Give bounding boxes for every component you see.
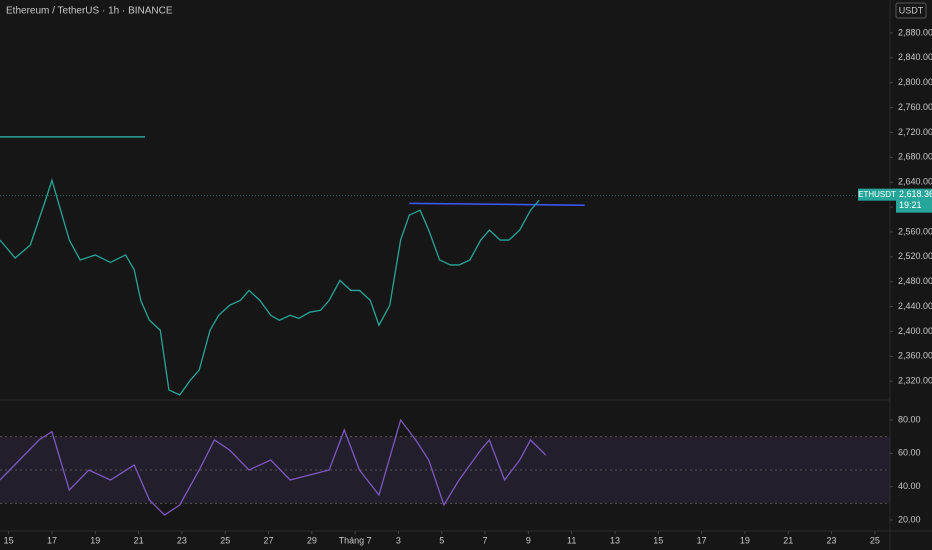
currency-label[interactable]: USDT [899,5,924,15]
x-tick-label: 23 [177,535,187,545]
y-tick-label: 2,520.00 [898,251,932,261]
y-tick-label: 20.00 [898,514,921,524]
x-tick-label: 3 [396,535,401,545]
x-tick-label: 17 [697,535,707,545]
y-tick-label: 2,560.00 [898,226,932,236]
x-tick-label: 17 [47,535,57,545]
x-tick-label: 7 [483,535,488,545]
y-tick-label: 2,760.00 [898,102,932,112]
countdown: 19:21 [899,200,922,210]
x-tick-label: 11 [567,535,576,545]
x-tick-label: 29 [307,535,317,545]
y-tick-label: 2,480.00 [898,276,932,286]
x-tick-label: 21 [783,535,793,545]
x-tick-label: 19 [740,535,750,545]
x-tick-label: 25 [870,535,880,545]
x-tick-label: 21 [134,535,144,545]
y-tick-label: 40.00 [898,481,921,491]
x-tick-label: 9 [526,535,531,545]
y-tick-label: 2,640.00 [898,177,932,187]
x-tick-label: 13 [610,535,620,545]
y-tick-label: 2,440.00 [898,301,932,311]
x-tick-label: Tháng 7 [339,535,372,545]
price-line [0,178,540,396]
x-tick-label: 19 [90,535,100,545]
y-tick-label: 2,400.00 [898,326,932,336]
y-tick-label: 2,800.00 [898,77,932,87]
y-tick-label: 2,840.00 [898,52,932,62]
x-tick-label: 23 [827,535,837,545]
price-line [0,418,547,516]
drawn-level [409,202,585,206]
y-tick-label: 2,720.00 [898,127,932,137]
y-tick-label: 2,320.00 [898,376,932,386]
x-tick-label: 15 [653,535,663,545]
x-tick-label: 5 [439,535,444,545]
currency-button[interactable] [895,2,927,19]
y-tick-label: 80.00 [898,414,921,424]
symbol-title: Ethereum / TetherUS · 1h · BINANCE [6,6,173,17]
symbol-tag-box [858,188,896,201]
symbol-tag: ETHUSDT [858,190,896,199]
y-tick-label: 2,680.00 [898,152,932,162]
y-tick-label: 2,360.00 [898,351,932,361]
last-price-label: 2,618.36 [899,189,932,199]
last-price-box [896,188,932,213]
y-tick-label: 2,880.00 [898,27,932,37]
y-tick-label: 60.00 [898,448,921,458]
x-tick-label: 27 [264,535,274,545]
x-tick-label: 15 [4,535,14,545]
x-tick-label: 25 [220,535,230,545]
